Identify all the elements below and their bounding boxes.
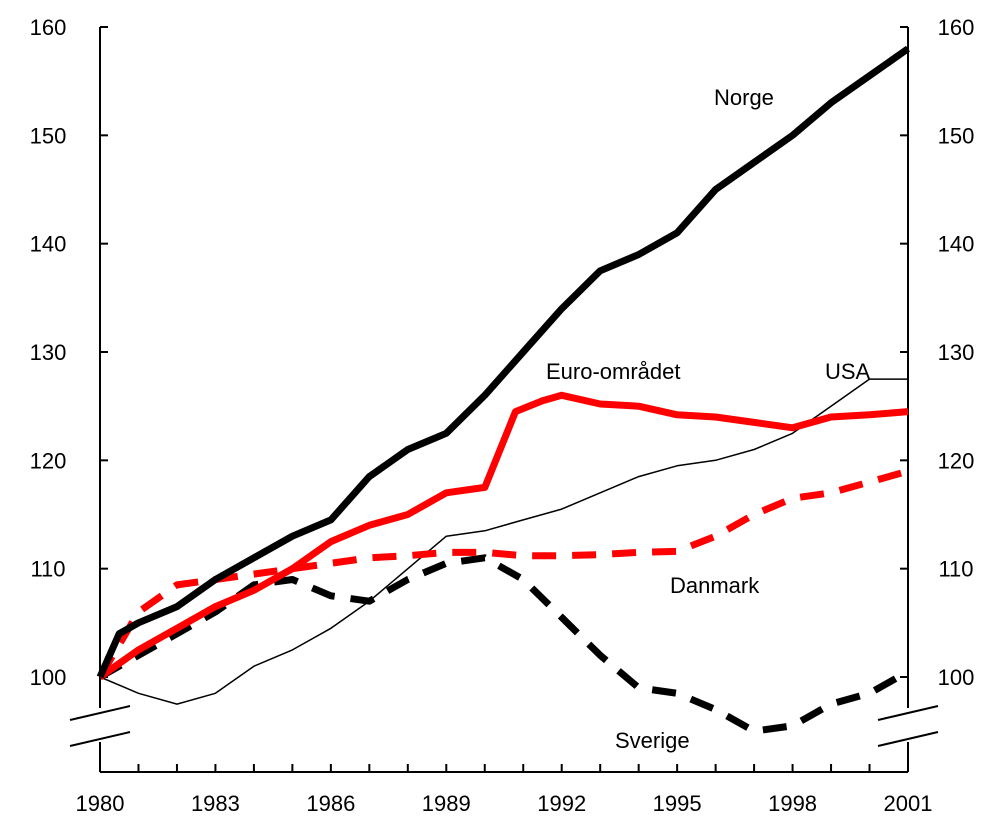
- y-tick-label-right: 130: [938, 340, 975, 365]
- y-tick-label-left: 130: [30, 340, 67, 365]
- x-tick-label: 2001: [884, 791, 933, 816]
- series-label-usa: USA: [825, 359, 871, 384]
- x-tick-label: 1995: [653, 791, 702, 816]
- x-tick-label: 1980: [76, 791, 125, 816]
- axis-break-left: [69, 705, 131, 747]
- y-tick-label-left: 140: [30, 232, 67, 257]
- series-line-euroomrdet: [97, 391, 909, 680]
- series-label-norge: Norge: [714, 85, 774, 110]
- y-tick-label-right: 100: [938, 665, 975, 690]
- y-tick-label-right: 150: [938, 123, 975, 148]
- series-label-euro: Euro-området: [546, 359, 681, 384]
- y-tick-label-right: 160: [938, 15, 975, 40]
- x-tick-label: 1989: [422, 791, 471, 816]
- axis-break-right: [877, 705, 939, 747]
- x-tick-label: 1992: [537, 791, 586, 816]
- x-tick-label: 1998: [768, 791, 817, 816]
- y-tick-label-right: 110: [938, 557, 973, 582]
- y-tick-label-left: 150: [30, 123, 67, 148]
- series-label-danmark: Danmark: [670, 573, 760, 598]
- series-labels: Norge Euro-området USA Danmark Sverige: [546, 85, 871, 753]
- series-line-usa: [99, 378, 908, 705]
- chart-axes: 100 100 110 110 120 120 130 130 140 140 150 150 160 1…: [30, 15, 975, 816]
- x-tick-label: 1983: [191, 791, 240, 816]
- series-label-sverige: Sverige: [615, 728, 690, 753]
- series-line-danmark: [96, 467, 909, 679]
- series-line-norge: [96, 45, 911, 679]
- series-layer: [96, 45, 911, 735]
- series-line-sverige: [98, 554, 910, 735]
- y-tick-label-left: 160: [30, 15, 67, 40]
- y-tick-label-right: 140: [938, 232, 975, 257]
- x-tick-label: 1986: [306, 791, 355, 816]
- y-tick-label-left: 110: [30, 557, 65, 582]
- y-tick-label-left: 100: [30, 665, 67, 690]
- y-tick-label-right: 120: [938, 448, 975, 473]
- y-tick-label-left: 120: [30, 448, 67, 473]
